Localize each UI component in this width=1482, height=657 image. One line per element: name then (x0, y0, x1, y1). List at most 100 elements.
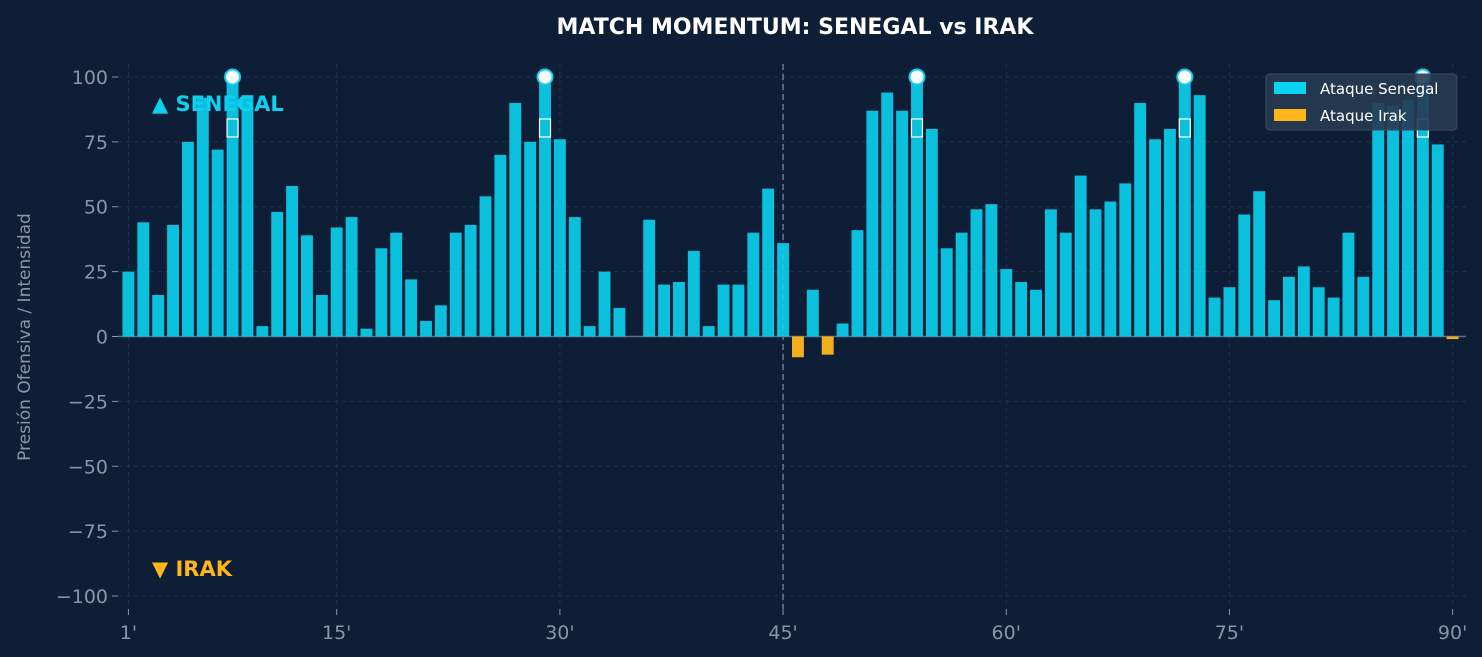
bar-senegal (1059, 232, 1072, 337)
bar-senegal (806, 289, 819, 337)
bar-senegal (896, 110, 909, 337)
y-tick-label: −75 (68, 521, 108, 543)
bar-senegal (211, 149, 224, 337)
x-tick-label: 90' (1438, 622, 1467, 644)
x-axis: 1' 15' 30' 45' 60' 75' 90' (120, 609, 1467, 644)
bar-senegal (390, 232, 403, 337)
bar-senegal (881, 92, 894, 337)
bar-senegal (1402, 100, 1414, 337)
bar-senegal (539, 76, 551, 337)
bar-senegal (464, 224, 477, 337)
bar-senegal (911, 76, 923, 337)
legend-label-senegal: Ataque Senegal (1320, 80, 1438, 98)
bar-senegal (1044, 209, 1057, 337)
bar-senegal (643, 219, 656, 337)
legend-box (1265, 73, 1458, 131)
legend-swatch-senegal (1274, 82, 1306, 94)
bar-senegal (1297, 266, 1310, 337)
goal-marker (1176, 68, 1194, 86)
irak-team-label: ▼ IRAK (152, 557, 233, 581)
bar-senegal (360, 328, 373, 337)
bar-senegal (687, 250, 700, 337)
y-tick-label: 75 (84, 132, 108, 154)
x-tick-label: 60' (992, 622, 1021, 644)
goal-marker (224, 68, 242, 86)
bar-irak (821, 336, 834, 355)
soccer-ball-icon (1178, 118, 1191, 138)
bar-senegal (345, 217, 358, 337)
bar-senegal (1312, 287, 1325, 337)
bar-senegal (1149, 139, 1161, 337)
bar-senegal (1387, 105, 1400, 337)
bar-senegal (1357, 276, 1370, 337)
bar-senegal (167, 224, 180, 337)
bar-senegal (1134, 102, 1147, 337)
goal-marker (536, 68, 554, 86)
bar-senegal (1030, 289, 1042, 337)
bar-senegal (1074, 175, 1087, 337)
goal-markers (224, 68, 1432, 138)
bar-senegal (866, 110, 879, 337)
x-tick-label: 75' (1215, 622, 1244, 644)
bar-senegal (1000, 269, 1013, 337)
y-tick-label: 25 (84, 262, 108, 284)
y-tick-label: 50 (84, 197, 108, 219)
bar-senegal (1372, 102, 1385, 337)
bar-senegal (449, 232, 462, 337)
y-tick-label: 100 (72, 67, 108, 89)
bar-senegal (494, 154, 507, 337)
bar-senegal (568, 217, 581, 337)
legend-label-irak: Ataque Irak (1320, 107, 1407, 125)
bar-senegal (1327, 297, 1340, 337)
bars (122, 76, 1459, 358)
x-tick-label: 30' (545, 622, 574, 644)
bar-senegal (1431, 144, 1444, 337)
legend: Ataque Senegal Ataque Irak (1265, 73, 1458, 131)
bar-senegal (658, 284, 670, 337)
bar-senegal (1342, 232, 1355, 337)
bar-senegal (777, 243, 790, 337)
bar-senegal (256, 326, 269, 337)
bar-senegal (524, 141, 537, 337)
x-tick-label: 1' (120, 622, 137, 644)
bar-senegal (434, 305, 447, 337)
bar-senegal (375, 248, 388, 337)
chart-title: MATCH MOMENTUM: SENEGAL vs IRAK (557, 15, 1035, 40)
bar-senegal (1193, 95, 1206, 337)
bar-senegal (1268, 300, 1281, 337)
x-tick-label: 15' (322, 622, 351, 644)
bar-senegal (420, 320, 432, 337)
bar-senegal (702, 326, 715, 337)
goal-marker (908, 68, 926, 86)
y-axis-label: Presión Ofensiva / Intensidad (15, 213, 35, 461)
bar-senegal (122, 271, 135, 337)
bar-senegal (1208, 297, 1221, 337)
bar-senegal (301, 235, 313, 337)
soccer-ball-icon (910, 118, 924, 138)
bar-senegal (137, 222, 150, 337)
bar-senegal (1089, 209, 1102, 337)
bar-senegal (925, 128, 938, 337)
bar-senegal (1282, 276, 1295, 337)
y-tick-label: 0 (96, 327, 108, 349)
senegal-team-label: ▲ SENEGAL (152, 92, 284, 116)
bar-senegal (836, 323, 849, 337)
bar-senegal (851, 230, 864, 337)
bar-senegal (1163, 128, 1176, 337)
bar-senegal (152, 294, 165, 337)
bar-senegal (732, 284, 745, 337)
bar-senegal (613, 307, 626, 337)
bar-senegal (583, 326, 596, 337)
bar-senegal (672, 282, 685, 337)
soccer-ball-icon (538, 118, 552, 138)
bar-senegal (271, 211, 284, 337)
bar-senegal (940, 248, 953, 337)
bar-senegal (747, 232, 760, 337)
bar-senegal (955, 232, 968, 337)
y-tick-label: −100 (56, 586, 108, 608)
bar-senegal (509, 102, 522, 337)
bar-senegal (196, 97, 209, 337)
bar-senegal (1253, 191, 1266, 337)
soccer-ball-icon (226, 118, 239, 138)
